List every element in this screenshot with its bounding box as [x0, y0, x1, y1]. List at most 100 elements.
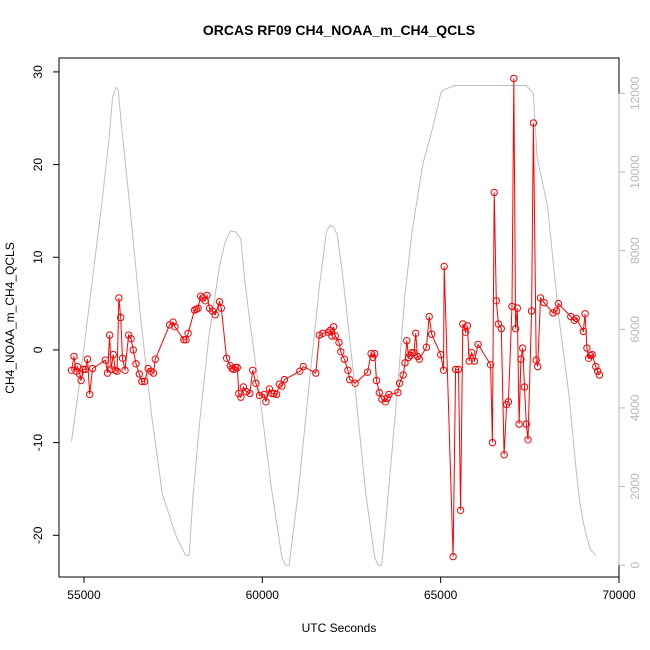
data-point [519, 344, 527, 352]
x-tick-label: 70000 [602, 588, 636, 602]
data-point [272, 390, 281, 399]
data-point [515, 420, 523, 428]
data-point [463, 322, 472, 330]
data-point [111, 366, 120, 374]
data-point [401, 359, 409, 367]
data-point [86, 390, 94, 399]
data-point [340, 355, 349, 363]
x-axis-label: UTC Seconds [302, 621, 377, 635]
data-point [70, 352, 78, 361]
data-point [592, 362, 600, 371]
data-point [524, 436, 532, 444]
data-point [522, 420, 530, 428]
data-point [549, 309, 557, 317]
data-point [536, 294, 545, 302]
data-point [534, 362, 542, 371]
data-point [77, 376, 85, 385]
data-point [129, 346, 137, 354]
x-tick-label: 55000 [67, 588, 101, 602]
data-point [497, 324, 505, 333]
data-point [260, 390, 268, 399]
data-point [363, 368, 372, 376]
data-point [299, 362, 307, 371]
data-point [454, 365, 463, 374]
data-point [115, 294, 123, 302]
data-point [169, 318, 177, 326]
data-point [351, 379, 359, 387]
data-point [588, 350, 596, 359]
data-point [315, 331, 324, 339]
data-point [461, 328, 470, 336]
x-tick-label: 65000 [424, 588, 458, 602]
data-point [268, 389, 276, 398]
data-point [335, 338, 343, 347]
data-point [520, 383, 529, 391]
data-point [554, 299, 563, 308]
data-point [399, 371, 407, 379]
data-point [540, 299, 548, 307]
data-point [217, 304, 226, 312]
y-tick-label: 10 [31, 250, 45, 264]
data-point [369, 353, 377, 362]
y-tick-label: 20 [31, 158, 45, 172]
data-point [372, 376, 381, 385]
data-point [593, 367, 602, 375]
data-point [280, 375, 289, 384]
data-point [371, 349, 379, 358]
data-point [529, 119, 538, 127]
y2-tick-label: 4000 [628, 394, 642, 421]
data-point [127, 335, 135, 343]
data-point [488, 438, 497, 447]
plot-border [58, 57, 620, 578]
data-point [215, 298, 224, 306]
data-point [344, 366, 352, 374]
data-point [508, 302, 516, 311]
data-point [192, 305, 201, 313]
data-point [319, 329, 327, 337]
data-point [124, 331, 133, 339]
data-point [194, 304, 202, 312]
series-right-line [71, 85, 597, 566]
data-point [83, 355, 92, 363]
data-point [428, 330, 436, 338]
data-point [138, 377, 146, 386]
data-point [252, 379, 260, 387]
data-point [440, 262, 448, 271]
data-point [403, 337, 411, 345]
data-point [367, 349, 375, 358]
data-point [425, 312, 433, 321]
data-point [67, 366, 76, 374]
chart-title: ORCAS RF09 CH4_NOAA_m_CH4_QCLS [203, 22, 475, 38]
data-point [237, 393, 245, 401]
data-point [312, 369, 320, 377]
data-point [451, 365, 460, 374]
data-point [262, 398, 270, 406]
y-axis-left: -20 -10 0 10 20 30 [31, 65, 60, 544]
data-point [422, 343, 431, 351]
data-point [459, 320, 467, 328]
data-point [211, 311, 219, 319]
data-point [492, 297, 500, 305]
data-point [184, 329, 192, 337]
data-point [79, 365, 88, 374]
data-point [182, 336, 190, 344]
data-point [246, 389, 254, 398]
data-point [468, 349, 476, 357]
data-point [517, 355, 525, 363]
data-point [415, 355, 423, 363]
data-point [583, 344, 591, 352]
data-point [203, 291, 211, 299]
data-point [500, 451, 508, 459]
data-point [465, 357, 473, 365]
y-tick-label: 0 [31, 346, 45, 353]
data-point [233, 363, 242, 372]
data-point [113, 367, 121, 375]
data-point [296, 367, 304, 375]
y2-tick-label: 0 [628, 562, 642, 569]
data-point [135, 370, 144, 378]
data-point [81, 365, 90, 374]
data-point [118, 354, 127, 362]
data-point [375, 388, 383, 397]
data-point [171, 323, 179, 331]
